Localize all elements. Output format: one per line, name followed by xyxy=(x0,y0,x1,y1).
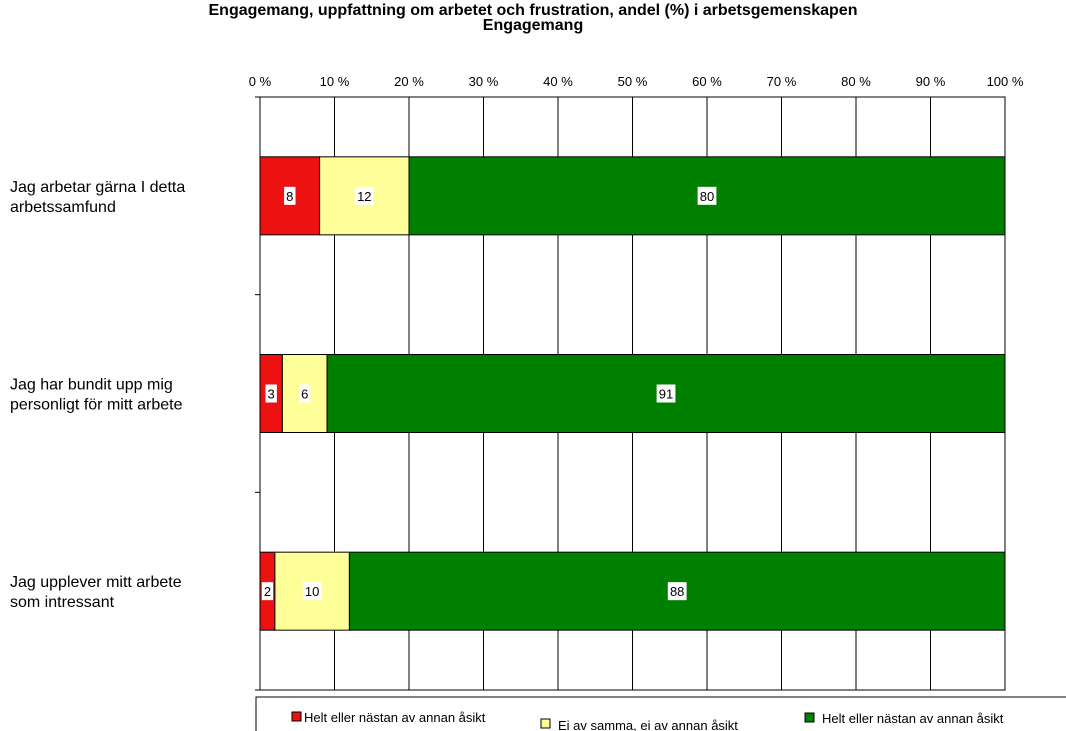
data-label: 10 xyxy=(305,584,319,599)
legend-box xyxy=(255,696,1066,731)
x-tick-label: 20 % xyxy=(394,74,424,89)
data-label-box xyxy=(656,384,676,403)
x-tick-label: 50 % xyxy=(618,74,648,89)
data-label-box xyxy=(697,186,717,205)
legend-swatch xyxy=(291,711,302,722)
legend-label: Helt eller nästan av annan åsikt xyxy=(822,711,1004,726)
data-label: 91 xyxy=(659,387,673,402)
category-label: personligt för mitt arbete xyxy=(10,397,183,414)
x-tick-label: 30 % xyxy=(469,74,499,89)
legend-swatch xyxy=(540,718,551,729)
category-label: arbetssamfund xyxy=(10,199,116,216)
bar-series: 8 12 80 3 6 91 2 10 88 xyxy=(259,156,1006,631)
data-label: 6 xyxy=(301,387,308,402)
category-label: Jag upplever mitt arbete xyxy=(10,574,182,591)
data-label: 80 xyxy=(700,189,714,204)
x-tick-label: 70 % xyxy=(767,74,797,89)
data-label-box xyxy=(299,384,311,403)
x-tick-label: 40 % xyxy=(543,74,573,89)
data-label: 3 xyxy=(268,387,275,402)
data-label-box xyxy=(667,582,687,601)
legend-label: Ei av samma, ei av annan åsikt xyxy=(558,718,738,731)
data-label: 88 xyxy=(670,584,684,599)
x-tick-label: 100 % xyxy=(987,74,1024,89)
x-tick-label: 10 % xyxy=(320,74,350,89)
legend: Helt eller nästan av annan åsikt Ei av sa… xyxy=(255,696,1066,731)
category-label: som intressant xyxy=(10,594,115,611)
x-tick-label: 0 % xyxy=(249,74,272,89)
data-label: 8 xyxy=(286,189,293,204)
x-tick-label: 60 % xyxy=(692,74,722,89)
data-label-box xyxy=(354,186,374,205)
data-label: 12 xyxy=(357,189,371,204)
category-label: Jag arbetar gärna I detta xyxy=(10,179,185,196)
legend-swatch xyxy=(804,712,815,723)
data-label-box xyxy=(302,582,322,601)
x-axis-tick-labels: 0 % 10 % 20 % 30 % 40 % 50 % 60 % 70 % 80 % 90 % 1… xyxy=(249,74,1024,89)
data-label-box xyxy=(284,186,296,205)
x-tick-label: 90 % xyxy=(916,74,946,89)
data-label-box xyxy=(265,384,277,403)
x-tick-label: 80 % xyxy=(841,74,871,89)
category-labels: Jag arbetar gärna I detta arbetssamfund Ja… xyxy=(10,179,185,611)
legend-label: Helt eller nästan av annan åsikt xyxy=(304,710,486,725)
data-label-box xyxy=(261,582,274,601)
chart-title: Engagemang xyxy=(483,17,583,34)
cut-header-text: Engagemang, uppfattning om arbetet och f… xyxy=(209,2,858,19)
data-label: 2 xyxy=(264,584,271,599)
category-label: Jag har bundit upp mig xyxy=(10,377,173,394)
